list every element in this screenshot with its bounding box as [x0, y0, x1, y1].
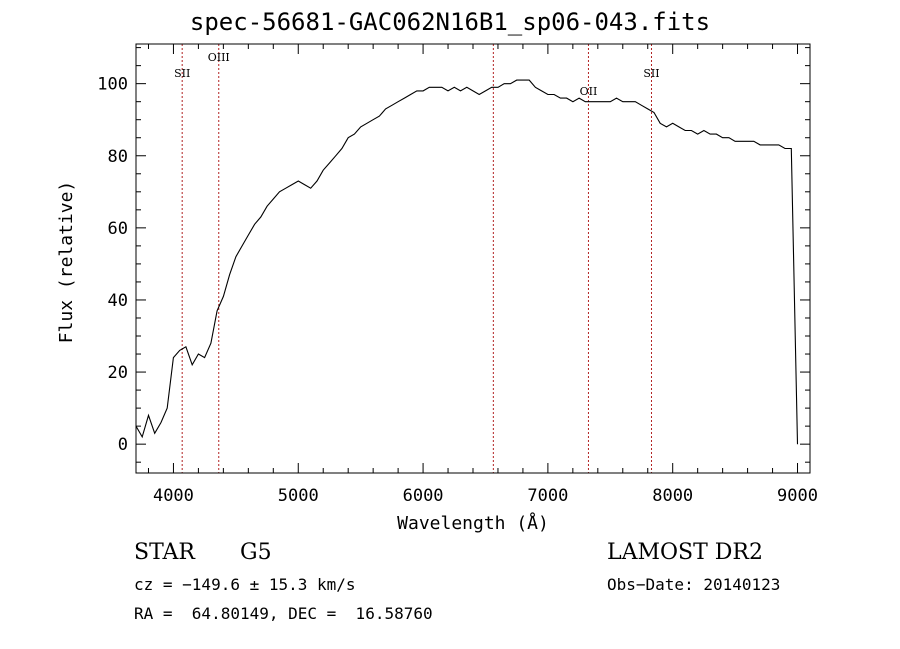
x-tick-label: 4000 [153, 486, 194, 506]
line-marker-label: SII [174, 67, 190, 80]
y-tick-label: 100 [97, 75, 128, 95]
spectrum-line [135, 79, 799, 445]
x-tick-label: 5000 [278, 486, 319, 506]
redshift-cz: cz = −149.6 ± 15.3 km/s [134, 575, 356, 594]
y-tick-label: 40 [108, 291, 128, 311]
x-tick-label: 6000 [403, 486, 444, 506]
survey-name: LAMOST DR2 [607, 540, 763, 565]
line-marker-label: SII [643, 67, 659, 80]
obs-date: Obs−Date: 20140123 [607, 575, 781, 594]
x-axis-ticks: 4000 5000 6000 7000 8000 9000 [147, 44, 818, 506]
y-tick-label: 80 [108, 147, 128, 167]
line-markers-layer: SII OIII OII SII [174, 44, 660, 473]
y-tick-label: 0 [118, 435, 128, 455]
coordinates: RA = 64.80149, DEC = 16.58760 [134, 604, 433, 623]
line-marker-label: OII [580, 85, 598, 98]
line-marker-label: OIII [208, 51, 230, 64]
y-tick-label: 60 [108, 219, 128, 239]
plot-frame [135, 43, 811, 474]
object-subclass: G5 [240, 540, 272, 565]
y-axis-ticks: 0 20 40 60 80 100 [97, 47, 810, 463]
x-tick-label: 9000 [777, 486, 818, 506]
x-tick-label: 7000 [527, 486, 568, 506]
x-tick-label: 8000 [652, 486, 693, 506]
y-axis-label: Flux (relative) [56, 181, 77, 344]
x-axis-label: Wavelength (Å) [397, 512, 549, 534]
chart-title: spec-56681-GAC062N16B1_sp06-043.fits [189, 8, 711, 36]
y-tick-label: 20 [108, 363, 128, 383]
object-class: STAR [134, 540, 195, 565]
